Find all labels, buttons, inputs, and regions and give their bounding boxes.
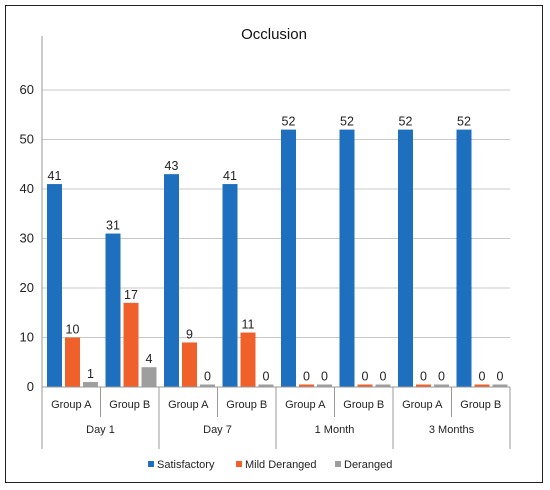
bar-deranged [317, 384, 332, 387]
x-tick-label: Group B [109, 399, 150, 411]
data-label: 41 [223, 169, 237, 183]
bar-satisfactory [398, 129, 413, 387]
data-label: 31 [106, 219, 120, 233]
legend: Satisfactory Mild Deranged Deranged [148, 459, 392, 471]
data-label: 17 [124, 288, 138, 302]
y-tick-label: 60 [20, 82, 34, 97]
bar-satisfactory [105, 233, 121, 387]
data-label: 43 [165, 159, 179, 173]
data-label: 0 [204, 370, 211, 384]
legend-swatch [236, 461, 242, 467]
x-group-label: 3 Months [429, 424, 475, 436]
data-label: 1 [87, 367, 94, 381]
y-tick-label: 40 [20, 181, 34, 196]
bar-deranged [492, 384, 508, 387]
data-label: 0 [420, 370, 427, 384]
data-label: 0 [380, 370, 387, 384]
data-label: 0 [263, 370, 270, 384]
data-label: 0 [438, 370, 445, 384]
data-label: 9 [186, 327, 193, 341]
data-label: 10 [66, 323, 80, 337]
legend-label: Mild Deranged [245, 459, 317, 471]
y-tick-label: 0 [27, 379, 34, 394]
x-group-label: Day 7 [203, 424, 232, 436]
data-label: 0 [479, 370, 486, 384]
legend-swatch [148, 461, 154, 467]
y-tick-label: 30 [20, 231, 34, 246]
x-tick-label: Group A [402, 399, 443, 411]
x-tick-label: Group B [343, 399, 384, 411]
x-group-label: 1 Month [315, 424, 355, 436]
bar-deranged [375, 384, 391, 387]
data-label: 52 [399, 115, 413, 129]
bar-mild-deranged [65, 337, 80, 387]
bar-satisfactory [164, 174, 179, 387]
legend-label: Satisfactory [157, 459, 215, 471]
bar-deranged [258, 384, 274, 387]
x-tick-label: Group A [285, 399, 326, 411]
data-label: 11 [242, 318, 255, 332]
chart-frame [5, 5, 543, 483]
data-label: 0 [362, 370, 369, 384]
bar-deranged [200, 384, 215, 387]
bar-satisfactory [456, 129, 472, 387]
bar-deranged [141, 367, 157, 387]
bar-satisfactory [281, 129, 296, 387]
data-label: 52 [340, 115, 354, 129]
legend-swatch [335, 461, 341, 467]
bar-mild-deranged [474, 384, 490, 387]
bar-satisfactory [47, 184, 62, 387]
bar-mild-deranged [182, 342, 197, 387]
data-label: 0 [321, 370, 328, 384]
x-tick-label: Group A [168, 399, 209, 411]
y-tick-label: 20 [20, 280, 34, 295]
x-group-label: Day 1 [86, 424, 115, 436]
y-tick-label: 10 [20, 330, 34, 345]
x-tick-label: Group B [460, 399, 501, 411]
data-label: 0 [303, 370, 310, 384]
data-label: 41 [48, 169, 62, 183]
y-tick-label: 50 [20, 132, 34, 147]
bar-satisfactory [222, 184, 238, 387]
chart-title: Occlusion [241, 26, 307, 43]
bar-mild-deranged [240, 332, 256, 387]
bar-mild-deranged [357, 384, 373, 387]
bar-deranged [83, 382, 98, 387]
legend-label: Deranged [344, 459, 392, 471]
bar-mild-deranged [299, 384, 314, 387]
data-label: 4 [146, 352, 153, 366]
data-label: 0 [497, 370, 504, 384]
bar-mild-deranged [123, 302, 139, 387]
x-tick-label: Group B [226, 399, 267, 411]
data-label: 52 [457, 115, 471, 129]
bar-mild-deranged [416, 384, 431, 387]
bar-satisfactory [339, 129, 355, 387]
bar-deranged [434, 384, 449, 387]
data-label: 52 [282, 115, 296, 129]
x-tick-label: Group A [51, 399, 92, 411]
